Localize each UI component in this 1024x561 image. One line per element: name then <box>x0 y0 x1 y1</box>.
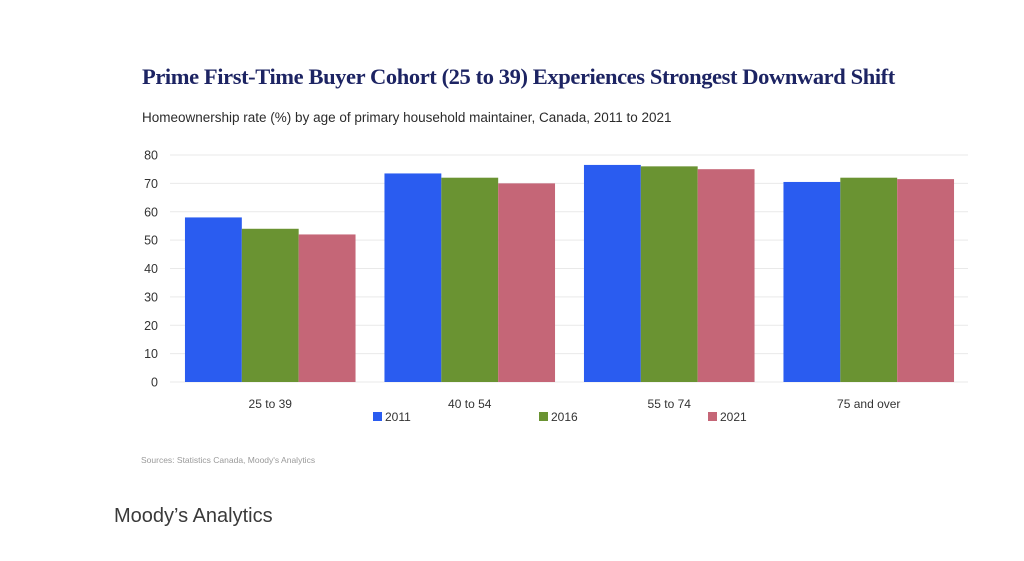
y-tick-label: 70 <box>144 177 158 191</box>
source-note: Sources: Statistics Canada, Moody's Anal… <box>141 455 316 465</box>
bar-2021-3 <box>897 179 955 382</box>
y-tick-label: 20 <box>144 319 158 333</box>
bars <box>184 164 955 382</box>
bar-2021-0 <box>298 234 356 382</box>
x-category-label: 25 to 39 <box>249 397 293 411</box>
bar-2011-2 <box>583 164 641 382</box>
chart-subtitle: Homeownership rate (%) by age of primary… <box>142 110 672 125</box>
legend-label: 2021 <box>720 410 747 424</box>
x-axis-categories: 25 to 39 40 to 54 55 to 74 75 and over <box>249 397 901 411</box>
bar-2016-1 <box>441 177 499 382</box>
bar-2016-3 <box>840 177 898 382</box>
y-tick-label: 80 <box>144 149 158 163</box>
bar-2016-0 <box>241 228 299 382</box>
legend-swatch-2016 <box>539 412 548 421</box>
legend-swatch-2021 <box>708 412 717 421</box>
y-tick-label: 0 <box>151 376 158 390</box>
bar-2011-1 <box>384 173 442 382</box>
x-category-label: 75 and over <box>837 397 900 411</box>
y-tick-label: 30 <box>144 290 158 304</box>
image-caption: Moody’s Analytics <box>114 505 273 527</box>
legend-label: 2011 <box>385 410 411 424</box>
y-tick-label: 10 <box>144 347 158 361</box>
x-category-label: 40 to 54 <box>448 397 492 411</box>
x-category-label: 55 to 74 <box>648 397 692 411</box>
y-tick-label: 40 <box>144 262 158 276</box>
bar-2016-2 <box>640 166 698 382</box>
legend-swatch-2011 <box>373 412 382 421</box>
legend-label: 2016 <box>551 410 578 424</box>
bar-2011-0 <box>184 217 242 382</box>
bar-2021-2 <box>697 169 755 382</box>
y-tick-label: 50 <box>144 234 158 248</box>
bar-2011-3 <box>783 181 841 382</box>
y-axis-ticks: 0 10 20 30 40 50 60 70 80 <box>144 149 158 390</box>
chart-title: Prime First-Time Buyer Cohort (25 to 39)… <box>142 64 895 89</box>
legend: 2011 2016 2021 <box>373 410 747 424</box>
bar-2021-1 <box>498 183 556 382</box>
y-tick-label: 60 <box>144 205 158 219</box>
